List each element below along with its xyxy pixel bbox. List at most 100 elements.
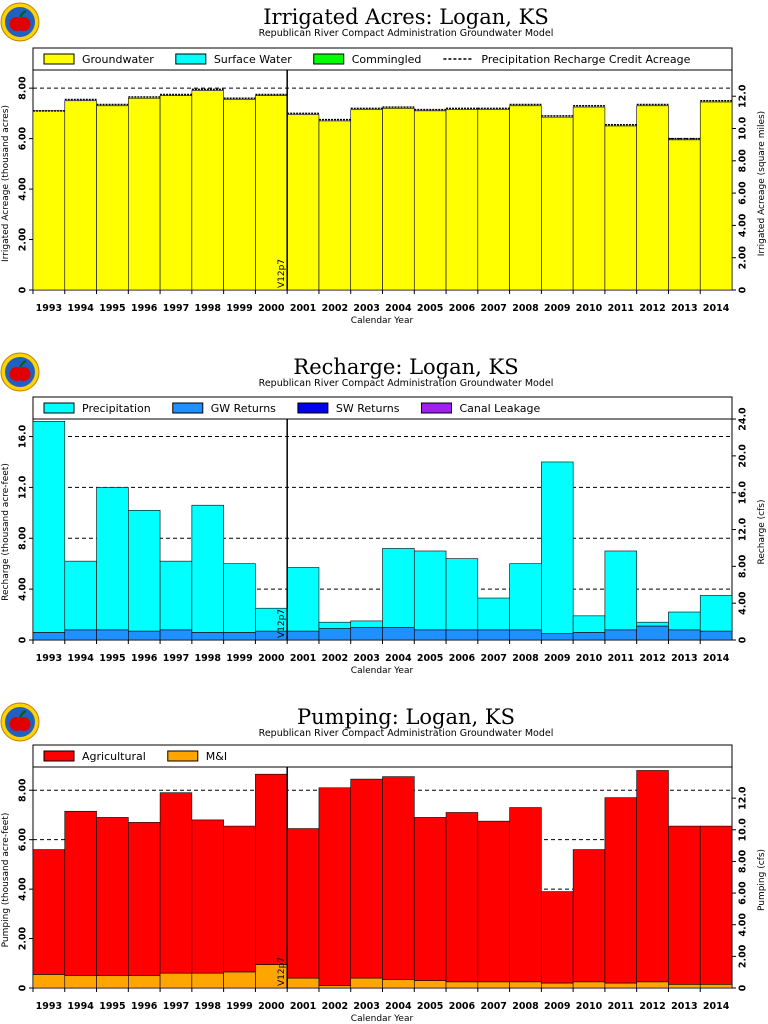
x-tick-label: 1998 [195,1001,222,1012]
bar-groundwater [286,114,320,291]
legend-label: M&I [206,750,227,763]
legend-label: Commingled [352,53,422,66]
x-tick-label: 1995 [99,303,125,314]
chart-title: Pumping: Logan, KS [297,705,515,729]
bar-precipitation [699,595,733,632]
bar-precipitation [128,509,161,632]
x-tick-label: 2007 [480,1001,506,1012]
x-tick-label: 1995 [99,1001,125,1012]
x-tick-label: 2004 [385,1001,412,1012]
bar-m-i [191,972,224,989]
x-tick-label: 2007 [480,303,506,314]
bar-m-i [128,975,161,989]
y-tick-label: 0 [18,984,29,991]
x-tick-label: 2010 [576,1001,603,1012]
bar-gw-returns [223,632,256,641]
x-tick-label: 1993 [36,1001,62,1012]
y2-axis-label: Irrigated Acreage (square miles) [757,111,767,256]
bar-m-i [223,971,256,989]
bar-groundwater [255,95,288,291]
bar-agricultural [159,792,193,974]
x-tick-label: 1998 [195,303,222,314]
bar-agricultural [413,817,447,981]
x-axis-label: Calendar Year [351,316,414,326]
legend-label: Precipitation Recharge Credit Acreage [481,53,690,66]
x-tick-label: 1994 [67,1001,94,1012]
x-tick-label: 2011 [608,303,634,314]
bar-agricultural [191,819,224,974]
bar-gw-returns [191,632,224,641]
bar-m-i [604,982,637,989]
x-tick-label: 1997 [163,303,189,314]
x-tick-label: 2005 [417,303,443,314]
x-tick-label: 2002 [322,653,348,664]
logo-leaf [19,360,27,368]
bar-groundwater [572,106,606,291]
y-axis-label: Recharge (thousand acre-feet) [1,463,11,601]
y2-tick-label: 0 [738,636,749,643]
bar-agricultural [509,807,542,983]
x-tick-label: 2001 [290,1001,316,1012]
y-tick-label: 8.00 [18,76,29,100]
bar-groundwater [668,139,701,291]
bar-gw-returns [604,629,637,641]
x-tick-label: 2008 [512,1001,539,1012]
chart-subtitle: Republican River Compact Administration … [259,378,554,389]
bar-agricultural [318,787,352,986]
x-tick-label: 2012 [639,303,665,314]
bar-groundwater [128,97,161,291]
bar-gw-returns [509,629,542,641]
x-tick-label: 2008 [512,653,539,664]
x-tick-label: 2002 [322,303,348,314]
bar-gw-returns [699,630,733,641]
bar-agricultural [350,778,383,979]
y-tick-label: 6.00 [18,127,29,151]
x-tick-label: 1994 [67,303,94,314]
bar-precipitation [191,504,224,633]
x-tick-label: 2009 [544,653,570,664]
bar-gw-returns [541,633,574,641]
bar-groundwater [413,110,447,291]
bar-gw-returns [350,626,383,641]
legend-swatch [313,53,345,65]
x-tick-label: 2007 [480,653,506,664]
x-tick-label: 1999 [226,1001,252,1012]
chart-title: Recharge: Logan, KS [293,355,518,379]
bar-precipitation [223,563,256,633]
bar-precipitation [96,487,129,631]
chart-subtitle: Republican River Compact Administration … [259,28,554,39]
legend-swatch [43,750,75,762]
y-tick-label: 8.00 [18,526,29,550]
x-tick-label: 2011 [608,653,634,664]
x-tick-label: 2008 [512,303,539,314]
bar-m-i [572,981,606,989]
bar-agricultural [699,825,733,985]
bar-m-i [477,981,510,989]
legend-swatch [167,750,199,762]
x-tick-label: 2005 [417,653,443,664]
x-tick-label: 2006 [449,653,476,664]
x-tick-label: 1996 [131,1001,158,1012]
bar-m-i [64,975,97,989]
apple-logo-icon [0,702,40,742]
y2-tick-label: 8.00 [738,149,749,173]
bar-precipitation [350,620,383,628]
bar-groundwater [191,90,224,291]
x-tick-label: 2000 [258,303,285,314]
x-tick-label: 2013 [671,303,697,314]
bar-gw-returns [96,629,129,641]
bar-m-i [350,977,383,989]
x-tick-label: 2003 [353,303,379,314]
x-tick-label: 2009 [544,1001,570,1012]
version-marker-label: V12p7 [277,259,287,288]
x-tick-label: 2004 [385,653,412,664]
legend-swatch [43,53,75,65]
bar-m-i [159,972,193,989]
bar-precipitation [445,558,479,631]
x-tick-label: 2012 [639,653,665,664]
y-tick-label: 2.00 [18,926,29,950]
x-tick-label: 1994 [67,653,94,664]
bar-gw-returns [382,626,415,641]
